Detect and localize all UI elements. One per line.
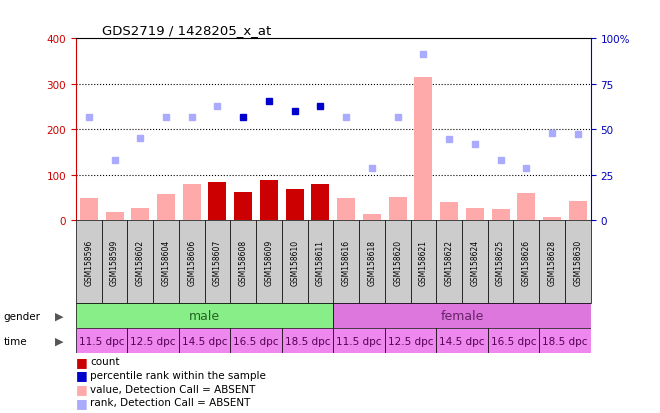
Bar <box>312 185 329 221</box>
Bar <box>385 328 436 353</box>
Bar <box>179 221 205 304</box>
Bar <box>539 221 565 304</box>
Text: gender: gender <box>3 311 40 321</box>
Bar <box>260 180 278 221</box>
Text: value, Detection Call = ABSENT: value, Detection Call = ABSENT <box>90 384 256 394</box>
Bar <box>157 195 175 221</box>
Bar <box>385 221 411 304</box>
Bar <box>76 221 102 304</box>
Bar <box>539 328 591 353</box>
Bar <box>492 210 510 221</box>
Text: ▶: ▶ <box>55 336 63 346</box>
Text: GSM158620: GSM158620 <box>393 239 402 285</box>
Text: GSM158616: GSM158616 <box>342 239 350 285</box>
Text: GSM158622: GSM158622 <box>445 239 453 285</box>
Bar <box>131 208 149 221</box>
Bar <box>127 221 153 304</box>
Text: 18.5 dpc: 18.5 dpc <box>543 336 587 346</box>
Text: GSM158607: GSM158607 <box>213 239 222 285</box>
Bar <box>76 328 127 353</box>
Bar <box>543 217 561 221</box>
Text: GSM158599: GSM158599 <box>110 239 119 285</box>
Bar <box>333 304 591 328</box>
Text: count: count <box>90 356 120 366</box>
Text: 16.5 dpc: 16.5 dpc <box>491 336 536 346</box>
Text: GSM158630: GSM158630 <box>574 239 582 285</box>
Bar <box>569 202 587 221</box>
Text: GSM158606: GSM158606 <box>187 239 196 285</box>
Text: female: female <box>440 309 484 323</box>
Text: 16.5 dpc: 16.5 dpc <box>234 336 279 346</box>
Bar <box>565 221 591 304</box>
Bar <box>230 221 256 304</box>
Text: percentile rank within the sample: percentile rank within the sample <box>90 370 266 380</box>
Bar <box>440 203 458 221</box>
Bar <box>488 221 513 304</box>
Bar <box>209 182 226 221</box>
Text: 14.5 dpc: 14.5 dpc <box>182 336 227 346</box>
Bar <box>127 328 179 353</box>
Text: ▶: ▶ <box>55 311 63 321</box>
Text: time: time <box>3 336 27 346</box>
Bar <box>153 221 179 304</box>
Bar <box>80 198 98 221</box>
Bar <box>282 221 308 304</box>
Bar <box>337 198 355 221</box>
Bar <box>256 221 282 304</box>
Text: GSM158608: GSM158608 <box>239 239 248 285</box>
Bar <box>282 328 333 353</box>
Bar <box>333 328 385 353</box>
Bar <box>363 214 381 221</box>
Text: GSM158621: GSM158621 <box>419 239 428 285</box>
Bar <box>106 213 123 221</box>
Bar <box>234 193 252 221</box>
Text: male: male <box>189 309 220 323</box>
Bar <box>286 189 304 221</box>
Bar <box>76 304 333 328</box>
Text: GSM158609: GSM158609 <box>265 239 273 285</box>
Text: rank, Detection Call = ABSENT: rank, Detection Call = ABSENT <box>90 397 251 407</box>
Text: GSM158611: GSM158611 <box>316 239 325 285</box>
Text: GSM158604: GSM158604 <box>162 239 170 285</box>
Text: 14.5 dpc: 14.5 dpc <box>440 336 484 346</box>
Text: GSM158610: GSM158610 <box>290 239 299 285</box>
Bar <box>411 221 436 304</box>
Bar <box>102 221 127 304</box>
Text: 12.5 dpc: 12.5 dpc <box>388 336 433 346</box>
Bar <box>462 221 488 304</box>
Text: ■: ■ <box>76 355 88 368</box>
Text: GSM158628: GSM158628 <box>548 239 556 285</box>
Text: GSM158626: GSM158626 <box>522 239 531 285</box>
Bar <box>488 328 539 353</box>
Text: ■: ■ <box>76 382 88 395</box>
Text: GSM158618: GSM158618 <box>368 239 376 285</box>
Bar <box>414 78 432 221</box>
Text: 18.5 dpc: 18.5 dpc <box>285 336 330 346</box>
Bar <box>436 221 462 304</box>
Bar <box>389 197 407 221</box>
Bar <box>517 194 535 221</box>
Bar <box>183 185 201 221</box>
Text: 11.5 dpc: 11.5 dpc <box>337 336 381 346</box>
Text: GSM158624: GSM158624 <box>471 239 479 285</box>
Bar <box>513 221 539 304</box>
Text: GDS2719 / 1428205_x_at: GDS2719 / 1428205_x_at <box>102 24 271 37</box>
Bar <box>205 221 230 304</box>
Bar <box>359 221 385 304</box>
Text: ■: ■ <box>76 396 88 409</box>
Text: GSM158625: GSM158625 <box>496 239 505 285</box>
Text: ■: ■ <box>76 368 88 382</box>
Text: GSM158596: GSM158596 <box>84 239 93 285</box>
Text: GSM158602: GSM158602 <box>136 239 145 285</box>
Text: 11.5 dpc: 11.5 dpc <box>79 336 124 346</box>
Bar <box>308 221 333 304</box>
Text: 12.5 dpc: 12.5 dpc <box>131 336 176 346</box>
Bar <box>436 328 488 353</box>
Bar <box>179 328 230 353</box>
Bar <box>333 221 359 304</box>
Bar <box>466 209 484 221</box>
Bar <box>230 328 282 353</box>
